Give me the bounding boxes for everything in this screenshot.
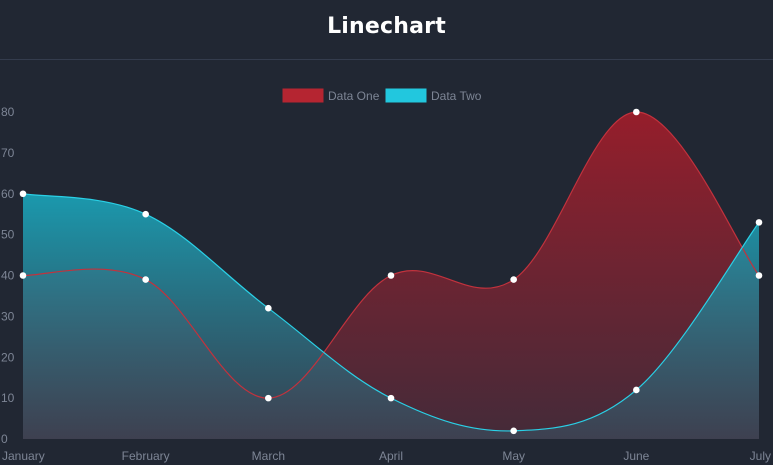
y-tick-label: 0 — [1, 432, 8, 446]
y-tick-label: 20 — [1, 350, 15, 364]
series-points — [19, 108, 763, 435]
legend-label[interactable]: Data One — [328, 89, 380, 103]
legend-label[interactable]: Data Two — [431, 89, 482, 103]
data-point[interactable] — [387, 394, 395, 402]
x-tick-label: May — [502, 449, 525, 463]
x-tick-label: February — [122, 449, 170, 463]
data-point[interactable] — [633, 386, 640, 394]
y-tick-label: 30 — [1, 309, 15, 323]
y-tick-label: 70 — [1, 146, 15, 160]
data-point[interactable] — [633, 108, 640, 116]
x-axis: January February March April May June July — [2, 449, 771, 463]
legend-swatch[interactable] — [385, 88, 427, 103]
y-tick-label: 50 — [1, 228, 15, 242]
data-point[interactable] — [755, 219, 763, 226]
series-areas — [23, 111, 759, 439]
page-title: Linechart — [327, 14, 446, 39]
y-tick-label: 40 — [1, 269, 15, 283]
data-point[interactable] — [387, 272, 395, 279]
chart-header: Linechart — [0, 0, 773, 60]
data-point[interactable] — [142, 210, 149, 218]
y-tick-label: 80 — [1, 105, 15, 119]
x-tick-label: June — [623, 449, 649, 463]
series-area-data-two — [23, 193, 759, 439]
data-point[interactable] — [19, 272, 27, 279]
data-point[interactable] — [19, 190, 27, 198]
data-point[interactable] — [510, 276, 517, 283]
x-tick-label: March — [252, 449, 285, 463]
data-point[interactable] — [142, 276, 149, 283]
chart-legend: Data One Data Two — [282, 88, 482, 103]
data-point[interactable] — [510, 427, 517, 435]
y-tick-label: 10 — [1, 391, 15, 405]
y-tick-label: 60 — [1, 187, 15, 201]
x-tick-label: January — [2, 449, 45, 463]
data-point[interactable] — [755, 272, 763, 279]
data-point[interactable] — [265, 304, 272, 312]
x-tick-label: July — [750, 449, 771, 463]
y-axis: 0 10 20 30 40 50 60 70 80 — [1, 105, 15, 446]
x-tick-label: April — [379, 449, 403, 463]
legend-swatch[interactable] — [282, 88, 324, 103]
data-point[interactable] — [265, 394, 272, 402]
series-line-data-one — [22, 111, 760, 399]
